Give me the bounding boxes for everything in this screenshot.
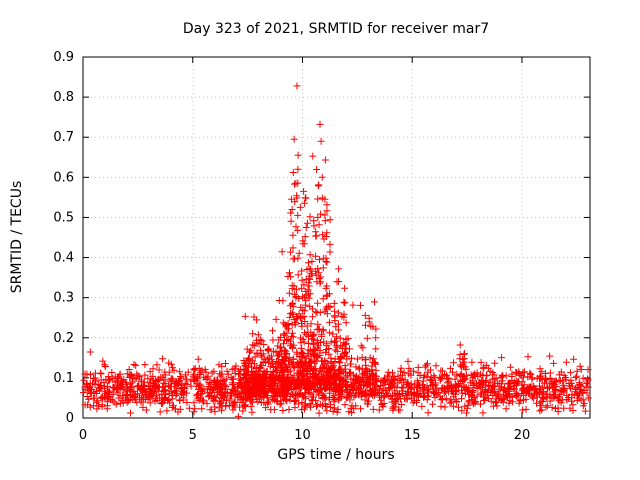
- y-tick-label: 0.6: [53, 170, 74, 185]
- plot-border: [82, 56, 591, 419]
- y-tick-label: 0.9: [53, 50, 74, 65]
- y-axis-label: SRMTID / TECUs: [9, 181, 25, 294]
- grid-lines: [82, 56, 590, 419]
- x-tick-label: 20: [514, 428, 531, 443]
- chart-title: Day 323 of 2021, SRMTID for receiver mar…: [183, 21, 489, 37]
- y-tick-label: 0.5: [53, 210, 74, 225]
- data-points: [80, 82, 592, 420]
- y-tick-label: 0.2: [53, 331, 74, 346]
- x-tick-label: 15: [404, 428, 421, 443]
- axis-ticks: [82, 56, 590, 419]
- y-tick-label: 0.3: [53, 291, 74, 306]
- y-tick-label: 0.7: [53, 130, 74, 145]
- tick-labels: 0 5 10 15 20 0 0.1 0.2 0.3 0.4 0.5 0.6 0.7 0.8 0.9: [53, 50, 530, 443]
- x-tick-label: 5: [189, 428, 197, 443]
- y-tick-label: 0.8: [53, 90, 74, 105]
- y-tick-label: 0.1: [53, 371, 74, 386]
- x-tick-label: 10: [294, 428, 311, 443]
- y-tick-label: 0: [66, 411, 74, 426]
- x-axis-label: GPS time / hours: [277, 447, 394, 463]
- x-tick-label: 0: [79, 428, 87, 443]
- y-tick-label: 0.4: [53, 251, 74, 266]
